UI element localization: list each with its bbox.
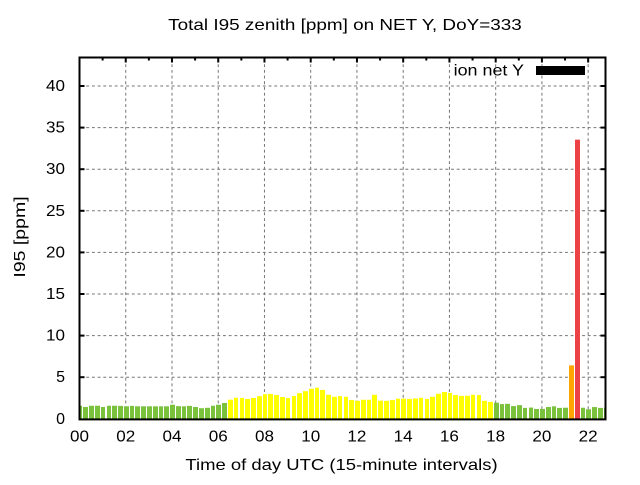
svg-text:18: 18 — [486, 429, 505, 446]
svg-text:00: 00 — [70, 429, 89, 446]
svg-text:0: 0 — [56, 411, 65, 428]
svg-text:08: 08 — [255, 429, 274, 446]
svg-text:22: 22 — [579, 429, 598, 446]
svg-text:Time of day UTC (15-minute int: Time of day UTC (15-minute intervals) — [185, 457, 497, 474]
svg-text:40: 40 — [46, 78, 65, 95]
svg-text:10: 10 — [301, 429, 320, 446]
svg-text:12: 12 — [347, 429, 366, 446]
svg-text:04: 04 — [162, 429, 181, 446]
svg-text:06: 06 — [209, 429, 228, 446]
svg-text:20: 20 — [532, 429, 551, 446]
svg-text:35: 35 — [46, 120, 65, 137]
svg-text:16: 16 — [440, 429, 459, 446]
svg-text:I95 [ppm]: I95 [ppm] — [12, 196, 29, 277]
svg-text:14: 14 — [394, 429, 413, 446]
svg-text:15: 15 — [46, 286, 65, 303]
svg-text:5: 5 — [56, 369, 65, 386]
svg-text:10: 10 — [46, 328, 65, 345]
svg-text:20: 20 — [46, 244, 65, 261]
svg-text:ion net Y: ion net Y — [454, 63, 525, 80]
svg-text:25: 25 — [46, 203, 65, 220]
svg-text:30: 30 — [46, 161, 65, 178]
svg-text:Total I95 zenith [ppm] on NET: Total I95 zenith [ppm] on NET Y, DoY=333 — [168, 17, 522, 34]
svg-text:02: 02 — [116, 429, 135, 446]
